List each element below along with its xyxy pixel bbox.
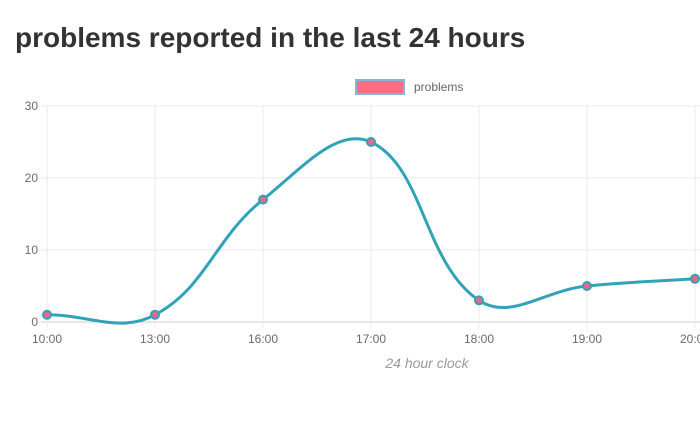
y-tick-label-0: 0	[31, 315, 38, 329]
x-tick-label-20:00: 20:00	[680, 332, 700, 346]
data-point-18:00[interactable]	[474, 295, 484, 306]
x-axis-title: 24 hour clock	[385, 355, 469, 371]
data-point-16:00[interactable]	[258, 194, 268, 205]
data-point-19:00[interactable]	[582, 281, 592, 291]
x-tick-label-19:00: 19:00	[572, 332, 602, 346]
legend-item-problems[interactable]: problems	[355, 79, 463, 95]
data-point-20:00[interactable]	[690, 273, 700, 284]
data-point-13:00[interactable]	[150, 309, 160, 320]
y-tick-label-20: 20	[25, 171, 39, 185]
x-tick-label-16:00: 16:00	[248, 332, 278, 346]
x-tick-label-18:00: 18:00	[464, 332, 494, 346]
legend-swatch	[355, 79, 405, 95]
x-tick-label-13:00: 13:00	[140, 332, 170, 346]
legend-label: problems	[414, 80, 464, 94]
y-tick-label-30: 30	[25, 99, 39, 113]
x-tick-label-10:00: 10:00	[32, 332, 62, 346]
data-point-10:00[interactable]	[42, 309, 52, 320]
x-tick-label-17:00: 17:00	[356, 332, 386, 346]
y-tick-label-10: 10	[25, 243, 39, 257]
chart-title: problems reported in the last 24 hours	[15, 22, 526, 53]
data-point-17:00[interactable]	[366, 137, 376, 147]
